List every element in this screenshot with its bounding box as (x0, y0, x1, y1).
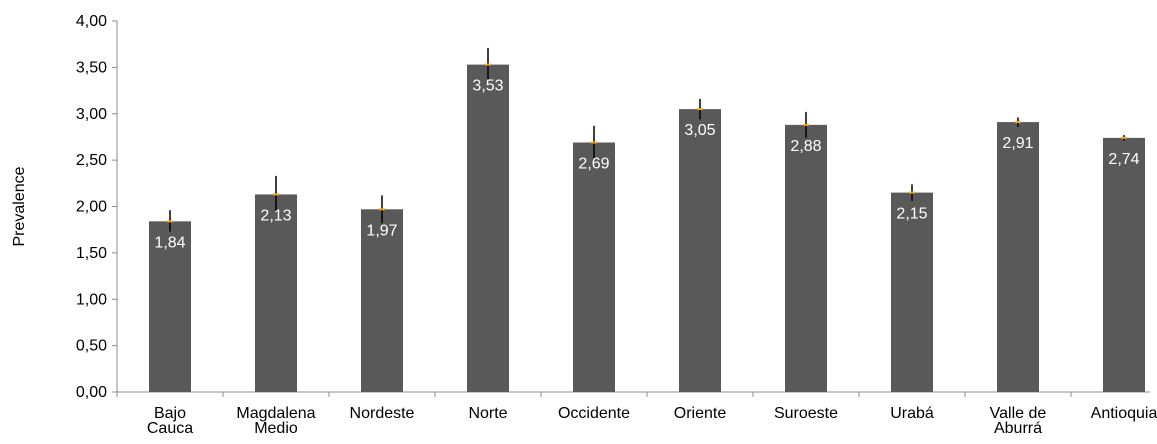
y-tick-label: 0,00 (76, 384, 107, 401)
data-label: 1,97 (366, 222, 397, 239)
y-axis-title: Prevalence (11, 166, 28, 246)
y-tick-label: 2,50 (76, 152, 107, 169)
x-tick-label: Oriente (674, 405, 727, 422)
x-tick-label: Nordeste (350, 405, 415, 422)
y-tick-label: 1,00 (76, 291, 107, 308)
x-tick-label: Bajo Cauca (147, 405, 193, 437)
data-label: 3,05 (684, 122, 715, 139)
data-label: 2,88 (790, 138, 821, 155)
data-label: 1,84 (154, 234, 185, 251)
x-tick-label: Suroeste (774, 405, 838, 422)
x-tick-label: Norte (468, 405, 507, 422)
data-label: 2,13 (260, 207, 291, 224)
bar (679, 109, 721, 393)
bar (467, 64, 509, 392)
y-tick-label: 4,00 (76, 13, 107, 30)
x-tick-label: Urabá (890, 405, 934, 422)
x-tick-label: Magdalena Medio (236, 405, 315, 437)
x-tick-label: Occidente (558, 405, 630, 422)
bar (997, 122, 1039, 392)
y-tick-label: 3,50 (76, 59, 107, 76)
bar (1103, 137, 1145, 392)
y-tick-label: 3,00 (76, 106, 107, 123)
bar (361, 209, 403, 392)
bar (785, 124, 827, 392)
y-tick-label: 0,50 (76, 338, 107, 355)
y-tick-label: 2,00 (76, 199, 107, 216)
x-axis: Bajo Cauca Magdalena Medio Nordeste Norte Occi… (116, 391, 1157, 437)
y-tick-label: 1,50 (76, 245, 107, 262)
data-label: 2,91 (1002, 135, 1033, 152)
data-label: 3,53 (472, 78, 503, 95)
y-axis: 0,00 0,50 1,00 1,50 2,00 2,50 3,00 3,50 4,00 (76, 13, 118, 401)
x-tick-label: Valle de Aburrá (990, 405, 1047, 437)
bar (149, 221, 191, 392)
data-label: 2,15 (896, 206, 927, 223)
data-label: 2,69 (578, 156, 609, 173)
x-tick-label: Antioquia (1091, 405, 1157, 422)
y-axis-title-group: Prevalence (11, 166, 28, 246)
bars: 1,84 2,13 1,97 3,53 2,69 3,05 2,88 2,15 2,91 2,74 (149, 47, 1145, 393)
bar (573, 142, 615, 392)
bar (891, 192, 933, 392)
bar (255, 194, 297, 392)
data-label: 2,74 (1108, 151, 1139, 168)
